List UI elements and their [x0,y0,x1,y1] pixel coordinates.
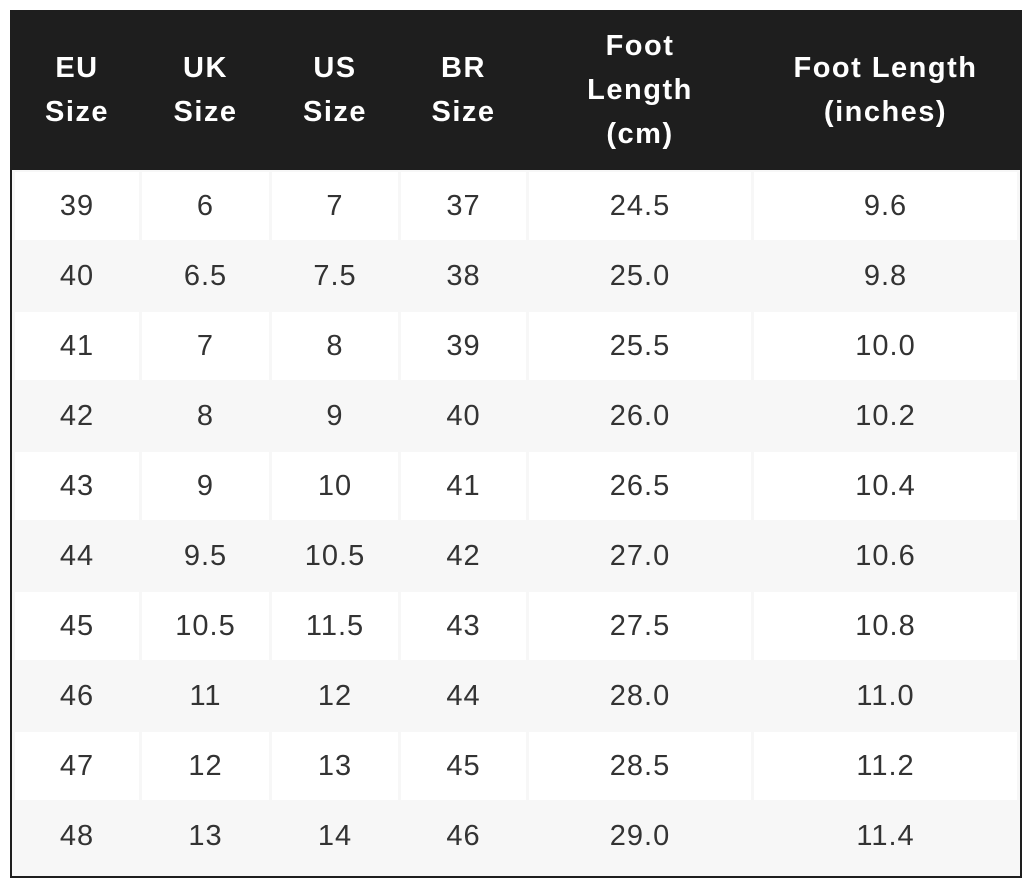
size-table: EU Size UK Size US Size BR Size Foot Length … [12,8,1020,872]
cell-br-size: 45 [401,732,526,800]
cell-br-size: 44 [401,662,526,730]
cell-foot-length-inches: 10.2 [754,382,1017,450]
cell-us-size: 9 [272,382,398,450]
cell-foot-length-cm: 26.0 [529,382,751,450]
cell-br-size: 42 [401,522,526,590]
cell-eu-size: 44 [15,522,139,590]
cell-foot-length-cm: 24.5 [529,172,751,240]
column-header-foot-length-inches: Foot Length (inches) [754,10,1017,170]
header-row: EU Size UK Size US Size BR Size Foot Length … [15,10,1017,170]
cell-uk-size: 13 [142,802,269,870]
table-row: 45 10.5 11.5 43 27.5 10.8 [15,592,1017,660]
cell-br-size: 41 [401,452,526,520]
column-header-br-size: BR Size [401,10,526,170]
column-header-uk-size: UK Size [142,10,269,170]
cell-eu-size: 39 [15,172,139,240]
cell-foot-length-cm: 27.5 [529,592,751,660]
column-header-us-size: US Size [272,10,398,170]
cell-eu-size: 41 [15,312,139,380]
cell-foot-length-inches: 11.2 [754,732,1017,800]
table-row: 40 6.5 7.5 38 25.0 9.8 [15,242,1017,310]
table-row: 42 8 9 40 26.0 10.2 [15,382,1017,450]
cell-foot-length-inches: 9.8 [754,242,1017,310]
cell-foot-length-cm: 28.5 [529,732,751,800]
cell-foot-length-cm: 28.0 [529,662,751,730]
cell-us-size: 10.5 [272,522,398,590]
table-row: 47 12 13 45 28.5 11.2 [15,732,1017,800]
table-row: 46 11 12 44 28.0 11.0 [15,662,1017,730]
cell-us-size: 10 [272,452,398,520]
cell-eu-size: 43 [15,452,139,520]
cell-us-size: 11.5 [272,592,398,660]
cell-foot-length-inches: 11.4 [754,802,1017,870]
cell-eu-size: 46 [15,662,139,730]
cell-uk-size: 9 [142,452,269,520]
cell-eu-size: 40 [15,242,139,310]
cell-us-size: 7 [272,172,398,240]
cell-br-size: 46 [401,802,526,870]
cell-eu-size: 48 [15,802,139,870]
table-row: 41 7 8 39 25.5 10.0 [15,312,1017,380]
cell-foot-length-cm: 25.5 [529,312,751,380]
cell-us-size: 14 [272,802,398,870]
cell-uk-size: 6 [142,172,269,240]
column-header-foot-length-cm: Foot Length (cm) [529,10,751,170]
cell-uk-size: 6.5 [142,242,269,310]
table-row: 44 9.5 10.5 42 27.0 10.6 [15,522,1017,590]
cell-us-size: 12 [272,662,398,730]
table-row: 43 9 10 41 26.5 10.4 [15,452,1017,520]
cell-foot-length-inches: 10.6 [754,522,1017,590]
cell-foot-length-cm: 25.0 [529,242,751,310]
cell-uk-size: 12 [142,732,269,800]
cell-uk-size: 9.5 [142,522,269,590]
cell-foot-length-cm: 26.5 [529,452,751,520]
table-row: 48 13 14 46 29.0 11.4 [15,802,1017,870]
cell-uk-size: 11 [142,662,269,730]
cell-us-size: 7.5 [272,242,398,310]
table-row: 39 6 7 37 24.5 9.6 [15,172,1017,240]
cell-us-size: 13 [272,732,398,800]
cell-us-size: 8 [272,312,398,380]
cell-br-size: 40 [401,382,526,450]
cell-foot-length-cm: 27.0 [529,522,751,590]
cell-br-size: 43 [401,592,526,660]
cell-br-size: 37 [401,172,526,240]
cell-foot-length-inches: 11.0 [754,662,1017,730]
cell-uk-size: 10.5 [142,592,269,660]
column-header-eu-size: EU Size [15,10,139,170]
cell-foot-length-inches: 10.8 [754,592,1017,660]
cell-uk-size: 7 [142,312,269,380]
cell-eu-size: 47 [15,732,139,800]
cell-foot-length-cm: 29.0 [529,802,751,870]
cell-foot-length-inches: 10.0 [754,312,1017,380]
cell-foot-length-inches: 9.6 [754,172,1017,240]
size-chart: EU Size UK Size US Size BR Size Foot Length … [10,10,1022,878]
cell-br-size: 39 [401,312,526,380]
cell-foot-length-inches: 10.4 [754,452,1017,520]
cell-br-size: 38 [401,242,526,310]
cell-uk-size: 8 [142,382,269,450]
cell-eu-size: 45 [15,592,139,660]
cell-eu-size: 42 [15,382,139,450]
